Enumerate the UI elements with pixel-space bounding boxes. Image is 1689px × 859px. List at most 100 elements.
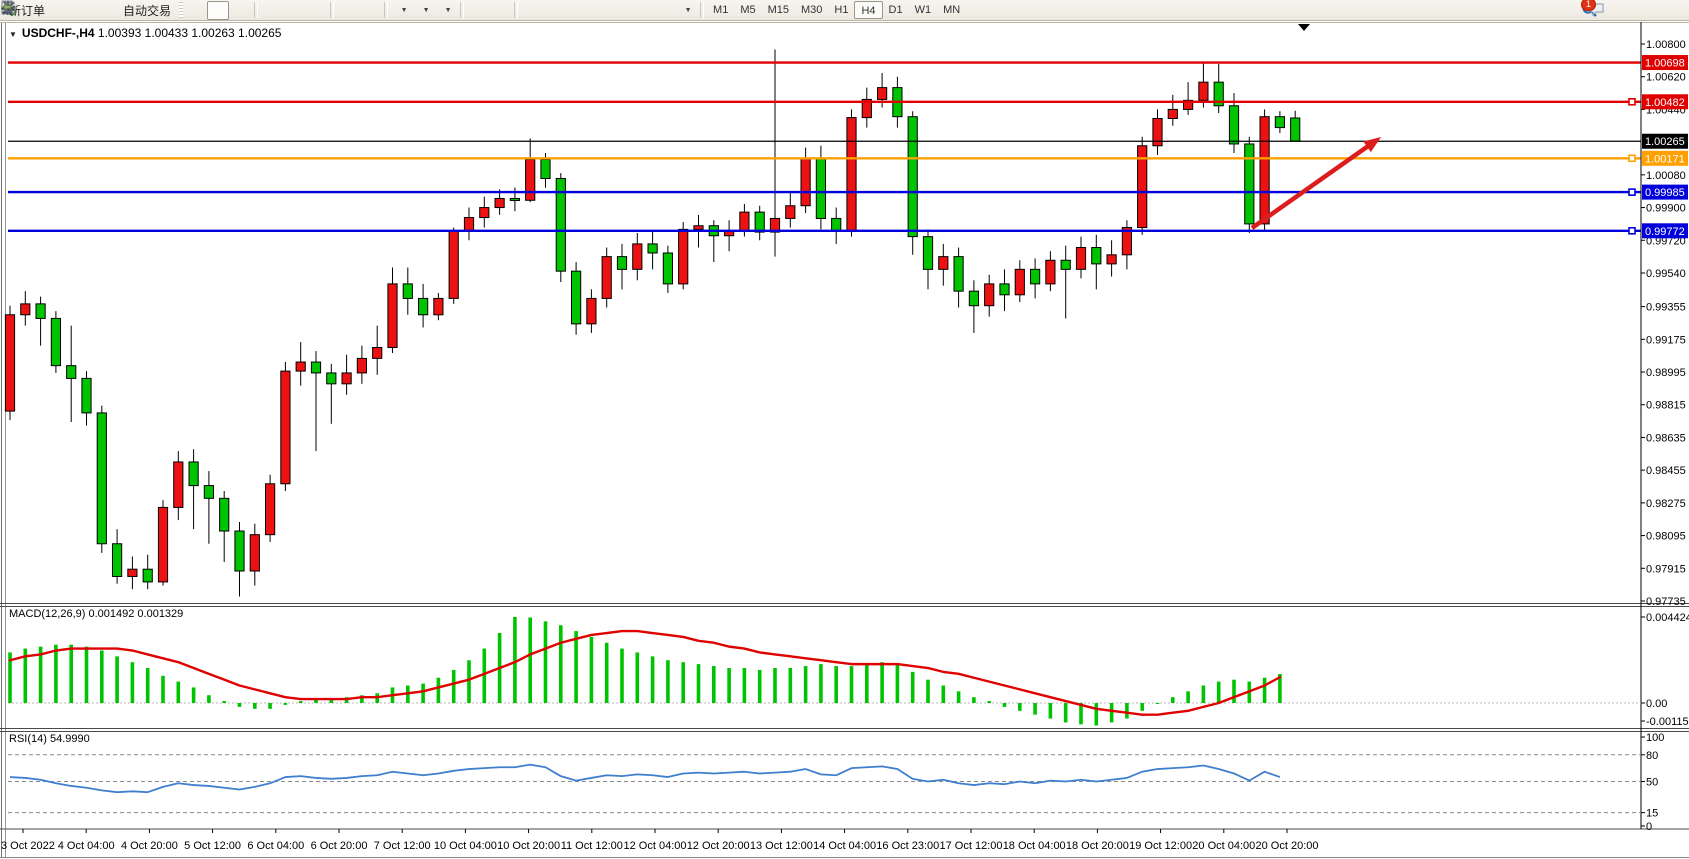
timeframe-w1-button[interactable]: W1: [914, 4, 932, 16]
rsi-axis-label: 80: [1646, 750, 1658, 762]
price-axis-tick-label: 1.00080: [1646, 170, 1686, 182]
trendline-tool-button[interactable]: [2, 1, 587, 20]
timeframe-m15-button[interactable]: M15: [767, 4, 789, 16]
candle-body: [678, 228, 689, 285]
price-axis-tick-label: 0.99540: [1646, 268, 1686, 280]
rsi-axis-label: 50: [1646, 777, 1658, 789]
line-chart-button[interactable]: [1, 1, 251, 20]
market-watch-button[interactable]: [1, 1, 95, 20]
candle-body: [494, 197, 505, 209]
one-click-trading-arrow[interactable]: ▼: [9, 30, 17, 39]
macd-bar: [253, 703, 257, 709]
periods-button[interactable]: ▼: [1, 1, 435, 20]
trend-arrow-head: [1363, 137, 1381, 153]
price-axis-tick-label: 0.97915: [1646, 563, 1686, 575]
channel-tool-button[interactable]: E: [1, 1, 609, 20]
macd-bar: [604, 642, 609, 703]
macd-signal-line: [8, 629, 1282, 716]
price-badge: [1642, 55, 1688, 71]
macd-bar: [773, 668, 777, 703]
macd-indicator-label: MACD(12,26,9) 0.001492 0.001329: [9, 608, 184, 620]
candle-body: [1075, 247, 1087, 270]
macd-bar: [237, 703, 242, 707]
macd-bar: [69, 644, 73, 703]
toolbar-separator: [384, 2, 389, 18]
candle-body: [1259, 116, 1270, 225]
price-axis-tick-label: 0.98095: [1646, 531, 1686, 543]
candle-body: [846, 117, 857, 232]
zoom-out-button[interactable]: [1, 1, 305, 20]
templates-button[interactable]: ▼: [1, 1, 457, 20]
toolbar-separator: [460, 2, 465, 18]
timeframe-d1-button[interactable]: D1: [888, 4, 903, 16]
chart-shift-marker: [1298, 24, 1310, 31]
timeframe-m5-button[interactable]: M5: [740, 4, 756, 16]
new-order-label: 新订单: [9, 3, 46, 18]
timeframe-m1-button[interactable]: M1: [713, 4, 729, 16]
toolbar-separator: [330, 2, 335, 18]
candle-body: [356, 357, 367, 374]
autotrading-button[interactable]: 自动交易: [1, 1, 177, 20]
macd-bar: [436, 677, 441, 703]
arrows-tool-button[interactable]: ▼: [2, 1, 697, 20]
crosshair-button[interactable]: [1, 1, 511, 20]
signals-button[interactable]: [1, 1, 117, 20]
text-label-tool-button[interactable]: T: [1, 1, 675, 20]
fibonacci-tool-button[interactable]: F: [2, 1, 631, 20]
candle-body: [877, 87, 888, 100]
price-badge: [1642, 133, 1688, 149]
candle-body: [142, 568, 153, 583]
tile-windows-button[interactable]: [1, 1, 327, 20]
chevron-down-icon: ▼: [444, 6, 452, 14]
macd-bar: [207, 695, 211, 703]
timeframe-mn-button[interactable]: MN: [943, 4, 961, 16]
macd-bar: [130, 662, 135, 703]
macd-bar: [1155, 703, 1160, 704]
horizontal-line-tool-button[interactable]: [2, 1, 565, 20]
zoom-in-button[interactable]: [1, 1, 283, 20]
new-chart-button[interactable]: ▼: [1, 1, 413, 20]
time-axis-label: 18 Oct 04:00: [1003, 840, 1066, 852]
candle-body: [341, 372, 352, 385]
cursor-button[interactable]: [4, 0, 489, 20]
text-tool-button[interactable]: A: [4, 1, 653, 20]
macd-bar: [543, 621, 548, 703]
vertical-line-tool-button[interactable]: [7, 1, 543, 20]
candle-body: [555, 177, 566, 272]
candle-body: [4, 314, 16, 412]
candle-body: [1091, 247, 1102, 265]
candle-body: [1228, 105, 1240, 145]
time-axis-label: 16 Oct 23:00: [876, 840, 939, 852]
auto-scroll-button[interactable]: [1, 1, 359, 20]
candle-body: [1060, 259, 1071, 270]
macd-bar: [972, 697, 976, 703]
chart-shift-button[interactable]: [1, 1, 381, 20]
editor-button[interactable]: [1, 1, 73, 20]
candle-body: [96, 412, 107, 545]
chevron-down-icon: ▼: [684, 6, 692, 14]
macd-bar: [1201, 685, 1206, 703]
candle-body: [127, 568, 138, 577]
candle-body: [265, 483, 276, 536]
time-axis-label: 19 Oct 12:00: [1129, 840, 1192, 852]
bar-chart-button[interactable]: [1, 1, 207, 20]
trend-arrow-line: [1250, 142, 1372, 230]
chart-ohlc-values: 1.00393 1.00433 1.00263 1.00265: [94, 26, 282, 40]
macd-bar: [421, 683, 425, 703]
candlestick-chart-button[interactable]: [2, 0, 230, 20]
macd-bar: [742, 668, 747, 703]
time-axis-label: 5 Oct 12:00: [184, 840, 241, 852]
timeframe-h4-button[interactable]: H4: [854, 1, 883, 19]
macd-bar: [1216, 681, 1221, 703]
macd-bar: [1171, 697, 1175, 703]
macd-axis-label: 0.00: [1646, 698, 1667, 710]
macd-bar: [1278, 673, 1282, 703]
timeframe-h1-button[interactable]: H1: [834, 4, 849, 16]
macd-bar: [1232, 679, 1236, 703]
price-axis-tick-label: 0.98995: [1646, 367, 1686, 379]
macd-bar: [1109, 703, 1114, 723]
time-axis-label: 6 Oct 04:00: [247, 840, 304, 852]
candle-body: [999, 283, 1010, 296]
timeframe-m30-button[interactable]: M30: [801, 4, 823, 16]
